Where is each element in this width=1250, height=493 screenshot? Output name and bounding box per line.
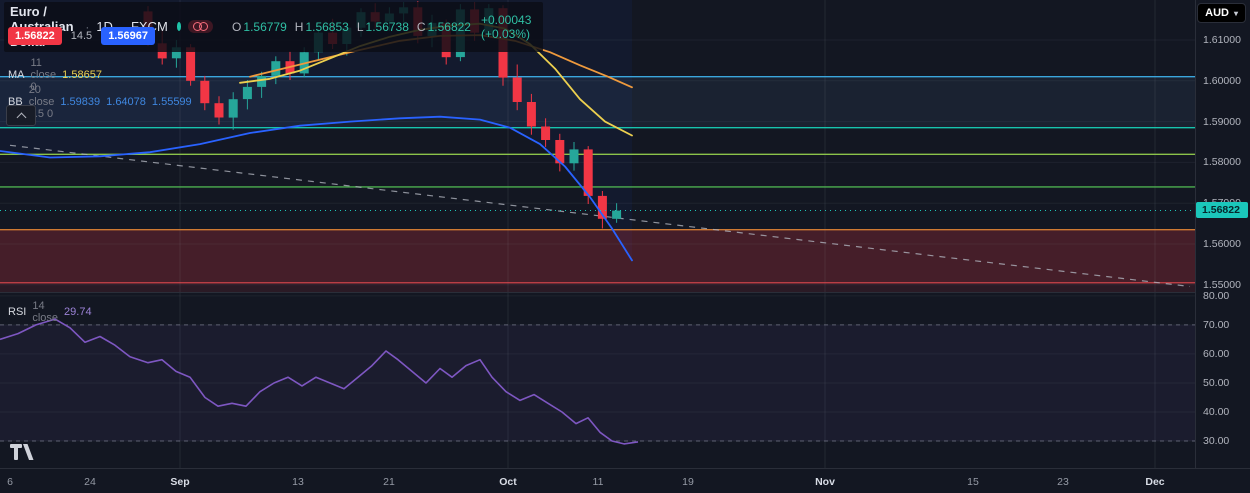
- pane-separator[interactable]: [0, 292, 1195, 293]
- time-tick-label: 6: [7, 475, 13, 488]
- currency-selector-button[interactable]: AUD ▾: [1197, 3, 1246, 23]
- bb-upper-value: 1.64078: [106, 96, 146, 108]
- bb-lower-value: 1.55599: [151, 96, 192, 108]
- sell-price-button[interactable]: 1.56822: [8, 27, 62, 45]
- time-tick-label: 21: [383, 475, 395, 488]
- time-tick-label: 11: [592, 475, 604, 488]
- change-value: +0.00043 (+0.03%): [480, 12, 532, 41]
- low-label: L: [356, 19, 364, 34]
- rsi-indicator-pane[interactable]: [0, 293, 1195, 468]
- buy-sell-panel: 1.56822 14.5 1.56967: [8, 27, 155, 45]
- price-chart-pane[interactable]: [0, 0, 1195, 293]
- time-tick-label: 15: [967, 475, 979, 488]
- price-tick-label: 1.56000: [1203, 238, 1241, 251]
- currency-label: AUD: [1205, 7, 1229, 19]
- high-value: 1.56853: [305, 19, 349, 34]
- price-tick-label: 1.61000: [1203, 33, 1241, 46]
- rsi-value: 29.74: [64, 306, 92, 318]
- rsi-tick-label: 30.00: [1203, 435, 1230, 447]
- current-price-label: 1.56822: [1196, 202, 1248, 219]
- paper-trading-icon[interactable]: [188, 20, 214, 33]
- chevron-down-icon: ▾: [1233, 8, 1238, 18]
- price-axis[interactable]: 1.610001.600001.590001.580001.570001.560…: [1195, 0, 1250, 468]
- market-status-icon: [176, 22, 182, 31]
- rsi-name: RSI: [8, 306, 27, 318]
- ma-params: 11 close 0: [30, 57, 57, 93]
- spread-value: 14.5: [70, 30, 93, 42]
- time-tick-label: Oct: [499, 475, 517, 488]
- ohlc-readout: O 1.56779 H 1.56853 L 1.56738 C 1.56822 …: [226, 13, 531, 41]
- ma-value: 1.58657: [62, 69, 102, 81]
- ma-name: MA: [8, 69, 25, 81]
- time-tick-label: Dec: [1145, 475, 1165, 488]
- time-tick-label: 13: [292, 475, 304, 488]
- rsi-tick-label: 50.00: [1203, 376, 1230, 389]
- time-tick-label: Nov: [815, 475, 835, 488]
- legend-separator: ·: [120, 20, 124, 34]
- close-label: C: [416, 19, 426, 34]
- buy-price-button[interactable]: 1.56967: [101, 27, 155, 45]
- time-axis[interactable]: 6 24 Sep 13 21 Oct 11 19 Nov 15 23 Dec: [0, 468, 1250, 493]
- legend-separator: ·: [85, 19, 90, 34]
- time-tick-label: Sep: [170, 475, 190, 488]
- rsi-tick-label: 70.00: [1203, 318, 1230, 331]
- bb-basis-value: 1.59839: [60, 96, 101, 108]
- price-tick-label: 1.60000: [1203, 74, 1241, 87]
- symbol-legend-row: Euro / Australian Dollar · 1D · FXCM O 1…: [4, 2, 544, 52]
- rsi-params: 14 close: [32, 300, 59, 324]
- rsi-indicator-legend[interactable]: RSI 14 close 29.74: [8, 300, 92, 324]
- time-tick-label: 19: [682, 475, 694, 488]
- time-tick-label: 24: [84, 475, 96, 488]
- rsi-tick-label: 40.00: [1203, 405, 1230, 418]
- price-tick-label: 1.55000: [1203, 278, 1241, 291]
- ma-indicator-legend[interactable]: MA 11 close 0 1.58657: [8, 57, 102, 93]
- low-value: 1.56738: [365, 19, 409, 34]
- high-label: H: [294, 19, 304, 34]
- open-label: O: [232, 19, 242, 34]
- time-tick-label: 23: [1057, 475, 1069, 488]
- chevron-up-icon: [16, 112, 26, 122]
- tradingview-logo[interactable]: [9, 441, 35, 463]
- rsi-tick-label: 80.00: [1203, 289, 1230, 302]
- price-tick-label: 1.58000: [1203, 156, 1241, 169]
- open-value: 1.56779: [243, 19, 287, 34]
- pane-collapse-button[interactable]: [6, 105, 36, 126]
- close-value: 1.56822: [427, 19, 471, 34]
- rsi-tick-label: 60.00: [1203, 347, 1230, 360]
- price-tick-label: 1.59000: [1203, 115, 1241, 128]
